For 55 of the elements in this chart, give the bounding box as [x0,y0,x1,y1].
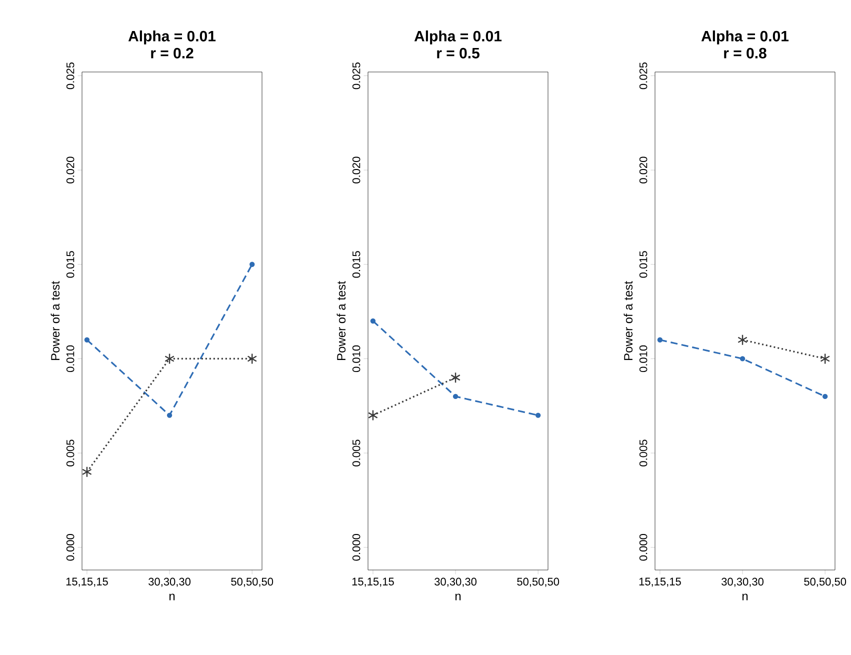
y-axis-title: Power of a test [336,281,346,360]
y-tick-label: 0.010 [639,345,648,372]
chart-subtitle: r = 0.5 [437,48,480,58]
y-tick-label: 0.000 [66,534,74,561]
y-tick-label: 0.025 [639,62,648,90]
x-tick-label: 30,30,30 [722,578,764,587]
y-tick-label: 0.005 [639,440,648,466]
y-tick-label: 0.005 [66,440,74,466]
point [450,372,460,384]
point [368,410,378,421]
point [247,353,258,364]
y-axis-title: Power of a test [624,281,633,360]
chart-title: Alpha = 0.01 [414,30,502,44]
y-tick-label: 0.010 [352,345,360,372]
x-tick-label: 30,30,30 [148,578,190,587]
x-tick-label: 50,50,50 [517,578,560,587]
x-axis-title: n [455,594,461,600]
point [740,356,746,362]
x-tick-label: 50,50,50 [231,578,274,587]
point [657,337,663,342]
chart-title: Alpha = 0.01 [701,30,789,44]
y-tick-label: 0.020 [66,156,74,184]
x-tick-label: 15,15,15 [66,578,108,587]
y-tick-label: 0.015 [66,251,74,278]
y-tick-label: 0.025 [66,62,74,90]
y-tick-label: 0.025 [352,62,360,90]
point [535,412,541,418]
point [82,466,92,478]
x-axis-title: n [742,594,748,600]
point [250,262,255,267]
point [820,353,830,364]
y-tick-label: 0.020 [639,156,648,184]
y-tick-label: 0.010 [66,345,74,372]
y-axis-title: Power of a test [50,281,60,360]
point [452,394,458,400]
y-tick-label: 0.005 [352,440,360,466]
y-tick-label: 0.020 [352,156,360,184]
point [822,394,828,400]
point [370,318,376,324]
point [166,412,172,418]
y-tick-label: 0.015 [639,251,648,278]
x-tick-label: 50,50,50 [804,578,846,587]
point [164,353,174,364]
point [84,337,90,342]
x-tick-label: 30,30,30 [434,578,476,587]
x-tick-label: 15,15,15 [639,578,681,587]
x-axis-title: n [169,594,175,600]
y-tick-label: 0.000 [352,534,360,561]
y-tick-label: 0.000 [639,534,648,561]
chart-title: Alpha = 0.01 [128,30,216,44]
chart-subtitle: r = 0.8 [724,48,766,58]
chart-subtitle: r = 0.2 [151,48,194,58]
x-tick-label: 15,15,15 [352,578,394,587]
y-tick-label: 0.015 [352,251,360,278]
point [738,334,748,346]
